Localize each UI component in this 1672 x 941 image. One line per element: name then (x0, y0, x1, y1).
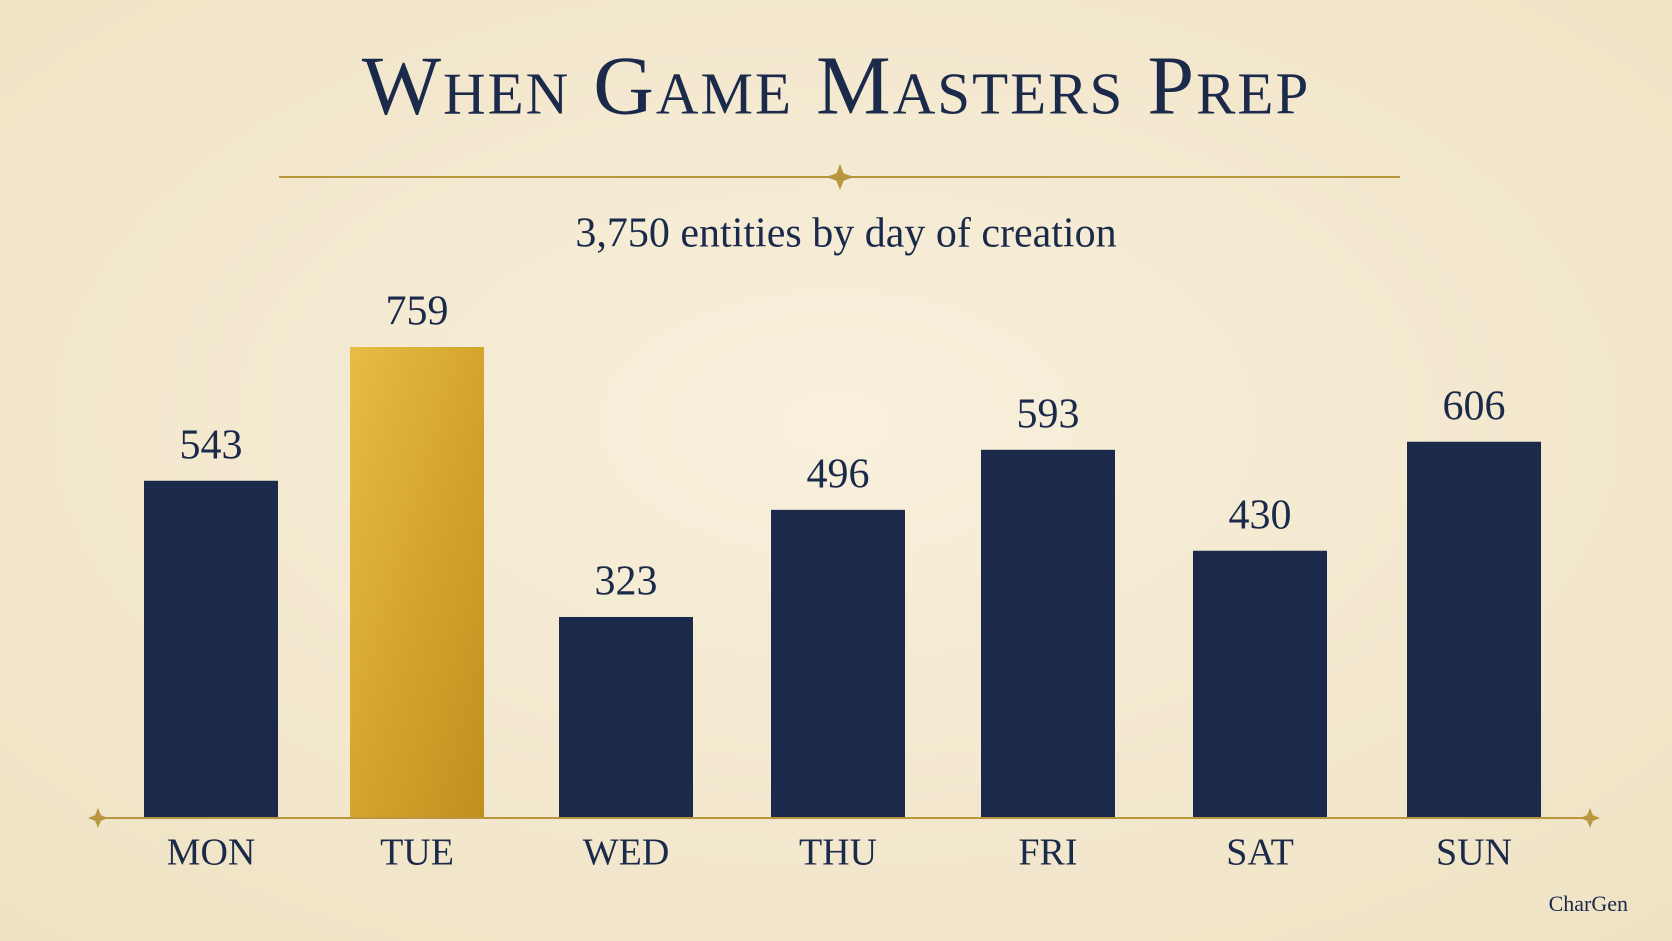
value-label: 323 (595, 559, 658, 605)
baseline-ornament (88, 808, 108, 828)
chart-title: When Game Masters Prep (362, 39, 1311, 132)
divider-ornament (826, 164, 854, 190)
chart-subtitle: 3,750 entities by day of creation (575, 211, 1116, 257)
value-label: 759 (386, 289, 449, 335)
x-tick-label: WED (583, 832, 670, 874)
x-tick-label: TUE (380, 832, 454, 874)
bar (350, 347, 484, 817)
watermark: CharGen (1549, 891, 1628, 916)
bar (144, 480, 278, 817)
value-label: 606 (1443, 383, 1506, 429)
value-label: 430 (1229, 492, 1292, 538)
bar (981, 449, 1115, 817)
x-tick-label: SAT (1226, 832, 1294, 874)
baseline-ornament (1580, 808, 1600, 828)
x-tick-label: MON (167, 832, 256, 874)
value-label: 543 (180, 422, 243, 468)
value-label: 593 (1017, 391, 1080, 437)
bar (559, 616, 693, 817)
x-tick-label: THU (799, 832, 877, 874)
bar (771, 509, 905, 817)
value-label: 496 (807, 451, 870, 497)
x-tick-label: FRI (1018, 832, 1077, 874)
bar (1407, 441, 1541, 817)
x-tick-label: SUN (1436, 832, 1512, 874)
bar (1193, 550, 1327, 817)
